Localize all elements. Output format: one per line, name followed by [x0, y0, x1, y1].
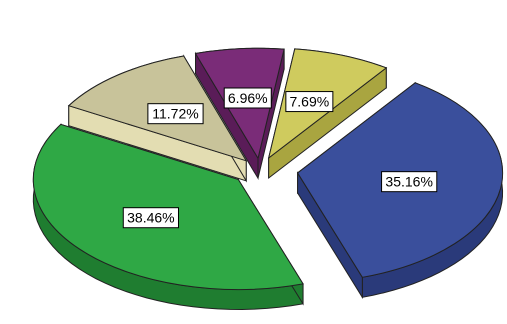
slice-label-4: 7.69%	[285, 91, 334, 113]
pie-slice-labels: 35.16% 38.46% 11.72% 6.96% 7.69%	[122, 87, 438, 229]
svg-text:35.16%: 35.16%	[385, 174, 432, 190]
slice-label-1: 38.46%	[122, 207, 179, 229]
pie-slice-1	[32, 123, 304, 290]
svg-text:7.69%: 7.69%	[290, 94, 330, 110]
slice-label-0: 35.16%	[381, 171, 438, 193]
pie-slice-tops	[32, 47, 504, 290]
svg-text:6.96%: 6.96%	[228, 90, 268, 106]
svg-text:11.72%: 11.72%	[152, 106, 198, 122]
slice-label-3: 6.96%	[223, 87, 272, 109]
slice-label-2: 11.72%	[147, 103, 204, 125]
svg-text:38.46%: 38.46%	[127, 210, 174, 226]
